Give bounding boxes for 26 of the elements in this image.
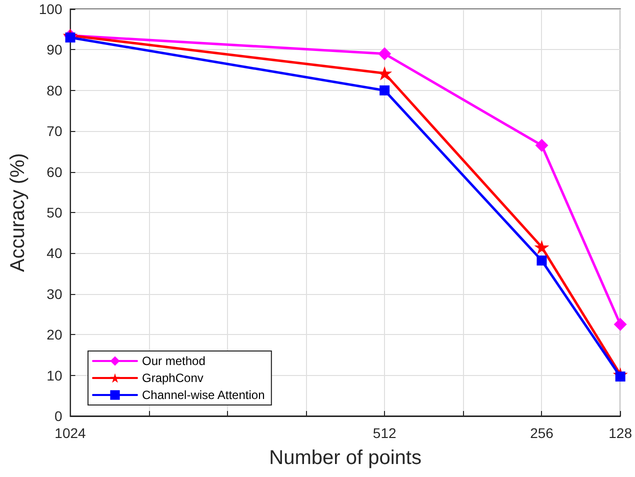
y-tick-label: 40 xyxy=(46,245,62,262)
y-tick-label: 70 xyxy=(46,123,62,140)
point xyxy=(378,47,392,60)
y-axis-title: Accuracy (%) xyxy=(7,153,29,272)
y-tick-label: 0 xyxy=(54,408,62,424)
x-tick-label: 1024 xyxy=(54,425,86,441)
point xyxy=(534,240,550,254)
point xyxy=(380,85,390,96)
x-tick-label: 512 xyxy=(372,425,396,441)
x-axis-title: Number of points xyxy=(269,447,422,469)
y-tick-label: 60 xyxy=(46,164,62,180)
point xyxy=(536,256,547,266)
legend-label: GraphConv xyxy=(142,371,204,385)
y-tick-label: 50 xyxy=(46,204,62,220)
legend-label: Channel-wise Attention xyxy=(142,388,265,402)
point xyxy=(535,138,548,152)
y-tick-label: 20 xyxy=(46,326,62,343)
x-tick-label: 128 xyxy=(608,425,632,441)
y-tick-label: 100 xyxy=(38,1,62,17)
y-tick-label: 30 xyxy=(46,286,62,302)
x-tick-label: 256 xyxy=(530,425,554,441)
y-tick-label: 80 xyxy=(46,82,62,98)
y-tick-label: 90 xyxy=(46,42,62,58)
point xyxy=(614,318,627,331)
y-tick-label: 10 xyxy=(46,367,62,384)
legend-label: Our method xyxy=(142,354,206,368)
